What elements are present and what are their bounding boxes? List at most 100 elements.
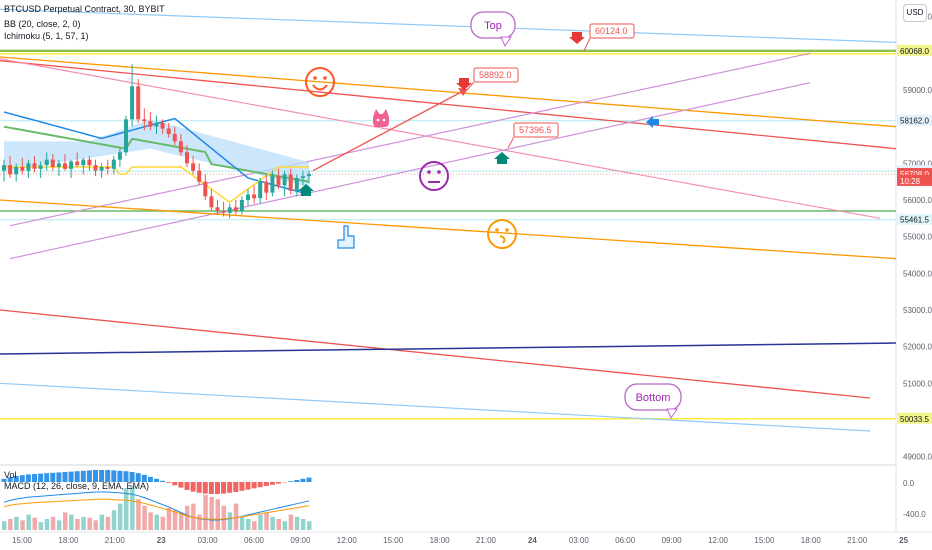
candle-body xyxy=(124,119,128,153)
volume-bar xyxy=(270,516,275,530)
macd-hist-bar xyxy=(276,482,281,484)
candle-body xyxy=(282,174,287,186)
macd-hist-bar xyxy=(111,470,117,482)
sell-arrow-icon xyxy=(456,78,472,90)
bubble-top-tail xyxy=(500,36,512,48)
macd-hist-bar xyxy=(306,477,312,482)
time-tick-label: 12:00 xyxy=(337,536,358,545)
volume-bar xyxy=(203,494,208,530)
macd-signal-line xyxy=(3,498,310,520)
candle-body xyxy=(270,176,275,193)
callout-60124-pointer xyxy=(583,37,591,52)
macd-hist-bar xyxy=(62,472,68,482)
volume-bar xyxy=(14,516,19,530)
callout-57396-box xyxy=(513,122,559,138)
volume-bar xyxy=(32,517,37,530)
macd-hist-bar xyxy=(202,482,208,494)
candle-body xyxy=(246,194,250,200)
callout-58892: 58892.0 xyxy=(473,67,519,83)
vol-legend: Vol xyxy=(4,470,17,480)
candle-body xyxy=(111,159,116,169)
macd-hist-bar xyxy=(1,478,7,482)
candle-body xyxy=(203,181,208,197)
price-label: 60068.0 xyxy=(897,44,932,56)
volume-bar xyxy=(185,505,190,530)
macd-hist-bar xyxy=(172,482,178,486)
candle-body xyxy=(44,159,49,166)
candle-body xyxy=(2,165,6,171)
trendline-blue-lower xyxy=(0,382,871,432)
candle-body xyxy=(136,86,141,120)
macd-hist-bar xyxy=(269,482,275,485)
trendline-orange-lower xyxy=(0,199,897,260)
smile-face-icon-outline xyxy=(305,67,335,97)
candle-body xyxy=(26,163,31,171)
volume-bar xyxy=(124,488,129,530)
volume-bar xyxy=(246,519,251,530)
pointing-hand-icon xyxy=(337,225,355,249)
macd-hist-bar xyxy=(251,482,257,489)
bb-lower-line xyxy=(4,166,309,204)
macd-hist-bar xyxy=(93,470,98,482)
price-tick-label: 57000.0 xyxy=(903,159,932,168)
candle-body xyxy=(215,207,220,211)
candle-body xyxy=(8,165,13,175)
callout-60124-box xyxy=(589,23,635,39)
price-label-text: 58162.0 xyxy=(900,117,929,126)
candle-body xyxy=(288,174,293,191)
macd-hist-bar xyxy=(245,482,251,490)
price-label-text: 55461.5 xyxy=(900,216,929,225)
macd-hist-bar xyxy=(141,474,147,482)
volume-bar xyxy=(307,521,312,530)
candle-body xyxy=(178,141,183,153)
smile-face-icon-eye xyxy=(313,76,317,80)
price-label: 50033.5 xyxy=(897,412,932,424)
candle-body xyxy=(32,163,37,169)
time-tick-label: 21:00 xyxy=(105,536,126,545)
macd-hist-bar xyxy=(257,482,263,488)
bubble-bottom: Bottom xyxy=(624,383,682,420)
callout-58892-label: 58892.0 xyxy=(479,70,512,80)
left-arrow-icon xyxy=(646,116,659,128)
trendline-navy xyxy=(0,342,897,355)
time-tick-label: 24 xyxy=(528,536,537,545)
trendline-red-lower xyxy=(0,309,871,399)
time-tick-label: 06:00 xyxy=(615,536,636,545)
currency-button[interactable]: USD xyxy=(903,4,927,22)
volume-bar xyxy=(172,510,178,530)
candle-body xyxy=(130,86,135,120)
confused-face-icon xyxy=(487,219,517,249)
neutral-face-icon-outline xyxy=(419,161,449,191)
volume-bar xyxy=(26,514,31,530)
macd-hist-bar xyxy=(147,476,153,482)
bubble-bottom-label: Bottom xyxy=(636,392,671,404)
macd-hist-bar xyxy=(44,473,50,482)
macd-hist-bar xyxy=(196,482,202,493)
candle-body xyxy=(209,196,214,208)
callout-58892-pointer xyxy=(466,81,475,91)
candle-body xyxy=(197,170,202,182)
callout-57396-label: 57396.5 xyxy=(519,125,552,135)
time-tick-label: 18:00 xyxy=(58,536,79,545)
time-tick-label: 25 xyxy=(899,536,908,545)
bubble-top-shape xyxy=(470,11,516,39)
macd-hist-bar xyxy=(80,470,86,482)
volume-bar xyxy=(75,519,80,530)
volume-bar xyxy=(44,519,50,530)
bubble-top: Top xyxy=(470,11,516,48)
price-tick-label: 56000.0 xyxy=(903,196,932,205)
volume-bar xyxy=(258,514,263,530)
confused-face-icon-outline xyxy=(487,219,517,249)
candle-body xyxy=(160,123,165,129)
price-label-text: 60068.0 xyxy=(900,47,929,56)
time-tick-label: 09:00 xyxy=(662,536,683,545)
trendline-purple-lower xyxy=(9,82,811,260)
time-tick-label: 23 xyxy=(157,536,166,545)
candle-body xyxy=(166,128,171,134)
cat-head xyxy=(373,114,389,127)
macd-hist-bar xyxy=(160,480,166,482)
candle-body xyxy=(20,167,25,171)
volume-bar xyxy=(227,512,233,530)
